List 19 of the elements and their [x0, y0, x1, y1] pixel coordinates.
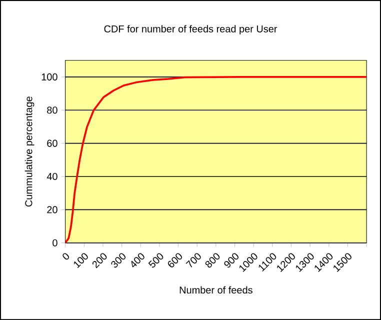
chart-title: CDF for number of feeds read per User — [104, 25, 278, 34]
y-tick-label: 60 — [47, 140, 58, 147]
x-axis-title: Number of feeds — [180, 286, 252, 294]
y-tick-label: 100 — [42, 73, 58, 80]
x-tick-label: 100 — [74, 253, 88, 268]
x-tick-label: 300 — [111, 253, 126, 268]
x-tick-label: 200 — [92, 253, 107, 268]
y-tick-label: 40 — [46, 172, 58, 180]
y-axis-title: Cummulative percentage — [24, 96, 34, 206]
x-tick-label: 900 — [224, 253, 238, 268]
x-tick-label: 400 — [131, 253, 144, 268]
y-tick-label: 0 — [52, 239, 58, 246]
x-tick-label: 0 — [62, 253, 70, 260]
y-tick-label: 80 — [47, 106, 58, 114]
x-tick-label: 800 — [205, 253, 220, 268]
x-tick-label: 500 — [148, 253, 164, 268]
y-tick-label: 20 — [47, 206, 58, 214]
x-tick-label: 700 — [186, 253, 201, 268]
x-tick-label: 600 — [168, 253, 182, 268]
